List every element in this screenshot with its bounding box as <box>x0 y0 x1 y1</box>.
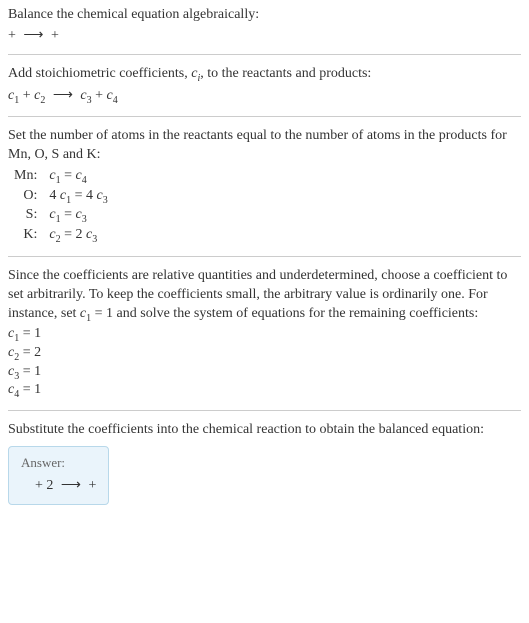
answer-label: Answer: <box>21 455 96 471</box>
equals: = <box>61 168 76 183</box>
list-item: c3 = 1 <box>8 364 521 382</box>
divider <box>8 256 521 257</box>
coef-val: = 1 <box>19 364 41 379</box>
stoich-equation: c1 + c2 ⟶ c3 + c4 <box>8 87 521 106</box>
arrow-icon: ⟶ <box>19 28 47 43</box>
element-label: K: <box>8 226 43 246</box>
divider <box>8 116 521 117</box>
coef-val: = 2 <box>19 345 41 360</box>
c1-sub: 1 <box>14 95 19 106</box>
arrow-icon: ⟶ <box>49 88 77 103</box>
c4-sub: 4 <box>113 95 118 106</box>
table-row: O: 4 c1 = 4 c3 <box>8 187 114 207</box>
c2-sub: 2 <box>40 95 45 106</box>
coef-sub: 3 <box>103 194 108 205</box>
coef-prefix: 4 <box>49 188 60 203</box>
subst-section: Substitute the coefficients into the che… <box>8 421 521 505</box>
equals: = <box>71 188 86 203</box>
arrow-icon: ⟶ <box>57 478 85 493</box>
table-row: S: c1 = c3 <box>8 206 114 226</box>
table-row: K: c2 = 2 c3 <box>8 226 114 246</box>
equals: = <box>61 227 76 242</box>
answer-box: Answer: + 2 ⟶ + <box>8 446 109 505</box>
stoich-text-a: Add stoichiometric coefficients, <box>8 66 191 81</box>
intro-text: Balance the chemical equation algebraica… <box>8 6 521 25</box>
element-label: S: <box>8 206 43 226</box>
atom-equation: c1 = c4 <box>43 167 113 187</box>
c3-sub: 3 <box>87 95 92 106</box>
stoich-text: Add stoichiometric coefficients, ci, to … <box>8 65 521 85</box>
atoms-table: Mn: c1 = c4 O: 4 c1 = 4 c3 S: c1 = c3 K:… <box>8 167 114 246</box>
atoms-intro: Set the number of atoms in the reactants… <box>8 127 521 165</box>
divider <box>8 410 521 411</box>
atoms-section: Set the number of atoms in the reactants… <box>8 127 521 246</box>
coeff-list: c1 = 1 c2 = 2 c3 = 1 c4 = 1 <box>8 326 521 400</box>
coef-val: = 1 <box>19 326 41 341</box>
stoich-section: Add stoichiometric coefficients, ci, to … <box>8 65 521 106</box>
element-label: Mn: <box>8 167 43 187</box>
plus: + <box>23 88 34 103</box>
coef-prefix: 4 <box>86 188 97 203</box>
plus: + <box>95 88 106 103</box>
coef-sub: 3 <box>92 234 97 245</box>
atom-equation: c2 = 2 c3 <box>43 226 113 246</box>
list-item: c4 = 1 <box>8 382 521 400</box>
answer-post: + <box>88 478 96 493</box>
stoich-text-b: , to the reactants and products: <box>200 66 371 81</box>
choose-section: Since the coefficients are relative quan… <box>8 267 521 400</box>
list-item: c2 = 2 <box>8 345 521 363</box>
table-row: Mn: c1 = c4 <box>8 167 114 187</box>
subst-para: Substitute the coefficients into the che… <box>8 421 521 440</box>
intro-rhs-sep: + <box>51 28 59 43</box>
answer-pre: + 2 <box>35 478 57 493</box>
coef-sub: 3 <box>82 214 87 225</box>
equals: = <box>61 207 76 222</box>
intro-section: Balance the chemical equation algebraica… <box>8 6 521 44</box>
atom-equation: 4 c1 = 4 c3 <box>43 187 113 207</box>
element-label: O: <box>8 187 43 207</box>
list-item: c1 = 1 <box>8 326 521 344</box>
coef-sub: 4 <box>82 175 87 186</box>
intro-equation: + ⟶ + <box>8 27 521 44</box>
atom-equation: c1 = c3 <box>43 206 113 226</box>
answer-equation: + 2 ⟶ + <box>21 477 96 494</box>
coef-val: = 1 <box>19 382 41 397</box>
coef-prefix: 2 <box>75 227 86 242</box>
intro-lhs-sep: + <box>8 28 19 43</box>
choose-text-b: = 1 and solve the system of equations fo… <box>91 306 478 321</box>
divider <box>8 54 521 55</box>
choose-para: Since the coefficients are relative quan… <box>8 267 521 325</box>
